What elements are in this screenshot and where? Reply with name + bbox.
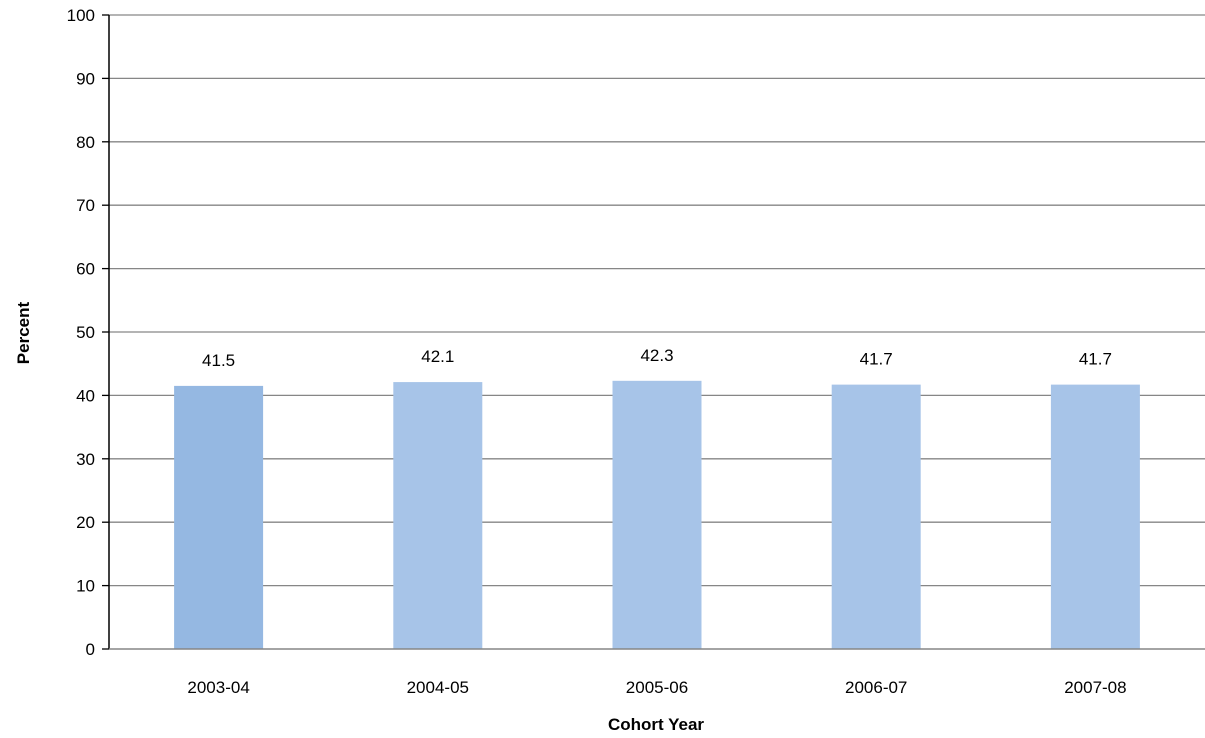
y-axis-title: Percent [14, 301, 33, 364]
bar [393, 382, 483, 649]
data-label: 41.7 [860, 350, 893, 369]
bar [174, 385, 264, 649]
x-axis-title: Cohort Year [608, 715, 704, 734]
y-tick-label: 60 [76, 260, 95, 279]
y-tick-labels: 0 10 20 30 40 50 60 70 80 90 100 [67, 6, 109, 659]
bar [831, 384, 921, 649]
data-label: 42.1 [421, 347, 454, 366]
data-labels: 41.5 42.1 42.3 41.7 41.7 [202, 346, 1112, 370]
bar [612, 380, 702, 649]
x-tick-label: 2004-05 [407, 678, 469, 697]
y-tick-label: 80 [76, 133, 95, 152]
y-tick-label: 30 [76, 450, 95, 469]
x-tick-label: 2007-08 [1064, 678, 1126, 697]
y-tick-label: 40 [76, 386, 95, 405]
bars [174, 380, 1140, 649]
data-label: 41.7 [1079, 350, 1112, 369]
data-label: 42.3 [640, 346, 673, 365]
y-tick-label: 100 [67, 6, 95, 25]
gridlines [109, 14, 1205, 587]
y-tick-label: 20 [76, 513, 95, 532]
x-tick-label: 2005-06 [626, 678, 688, 697]
bar [1050, 384, 1140, 649]
y-tick-label: 90 [76, 69, 95, 88]
y-tick-label: 0 [86, 640, 95, 659]
data-label: 41.5 [202, 351, 235, 370]
y-tick-label: 10 [76, 577, 95, 596]
x-tick-label: 2006-07 [845, 678, 907, 697]
y-tick-label: 70 [76, 196, 95, 215]
y-tick-label: 50 [76, 323, 95, 342]
x-tick-labels: 2003-04 2004-05 2005-06 2006-07 2007-08 [187, 678, 1126, 697]
x-tick-label: 2003-04 [187, 678, 249, 697]
